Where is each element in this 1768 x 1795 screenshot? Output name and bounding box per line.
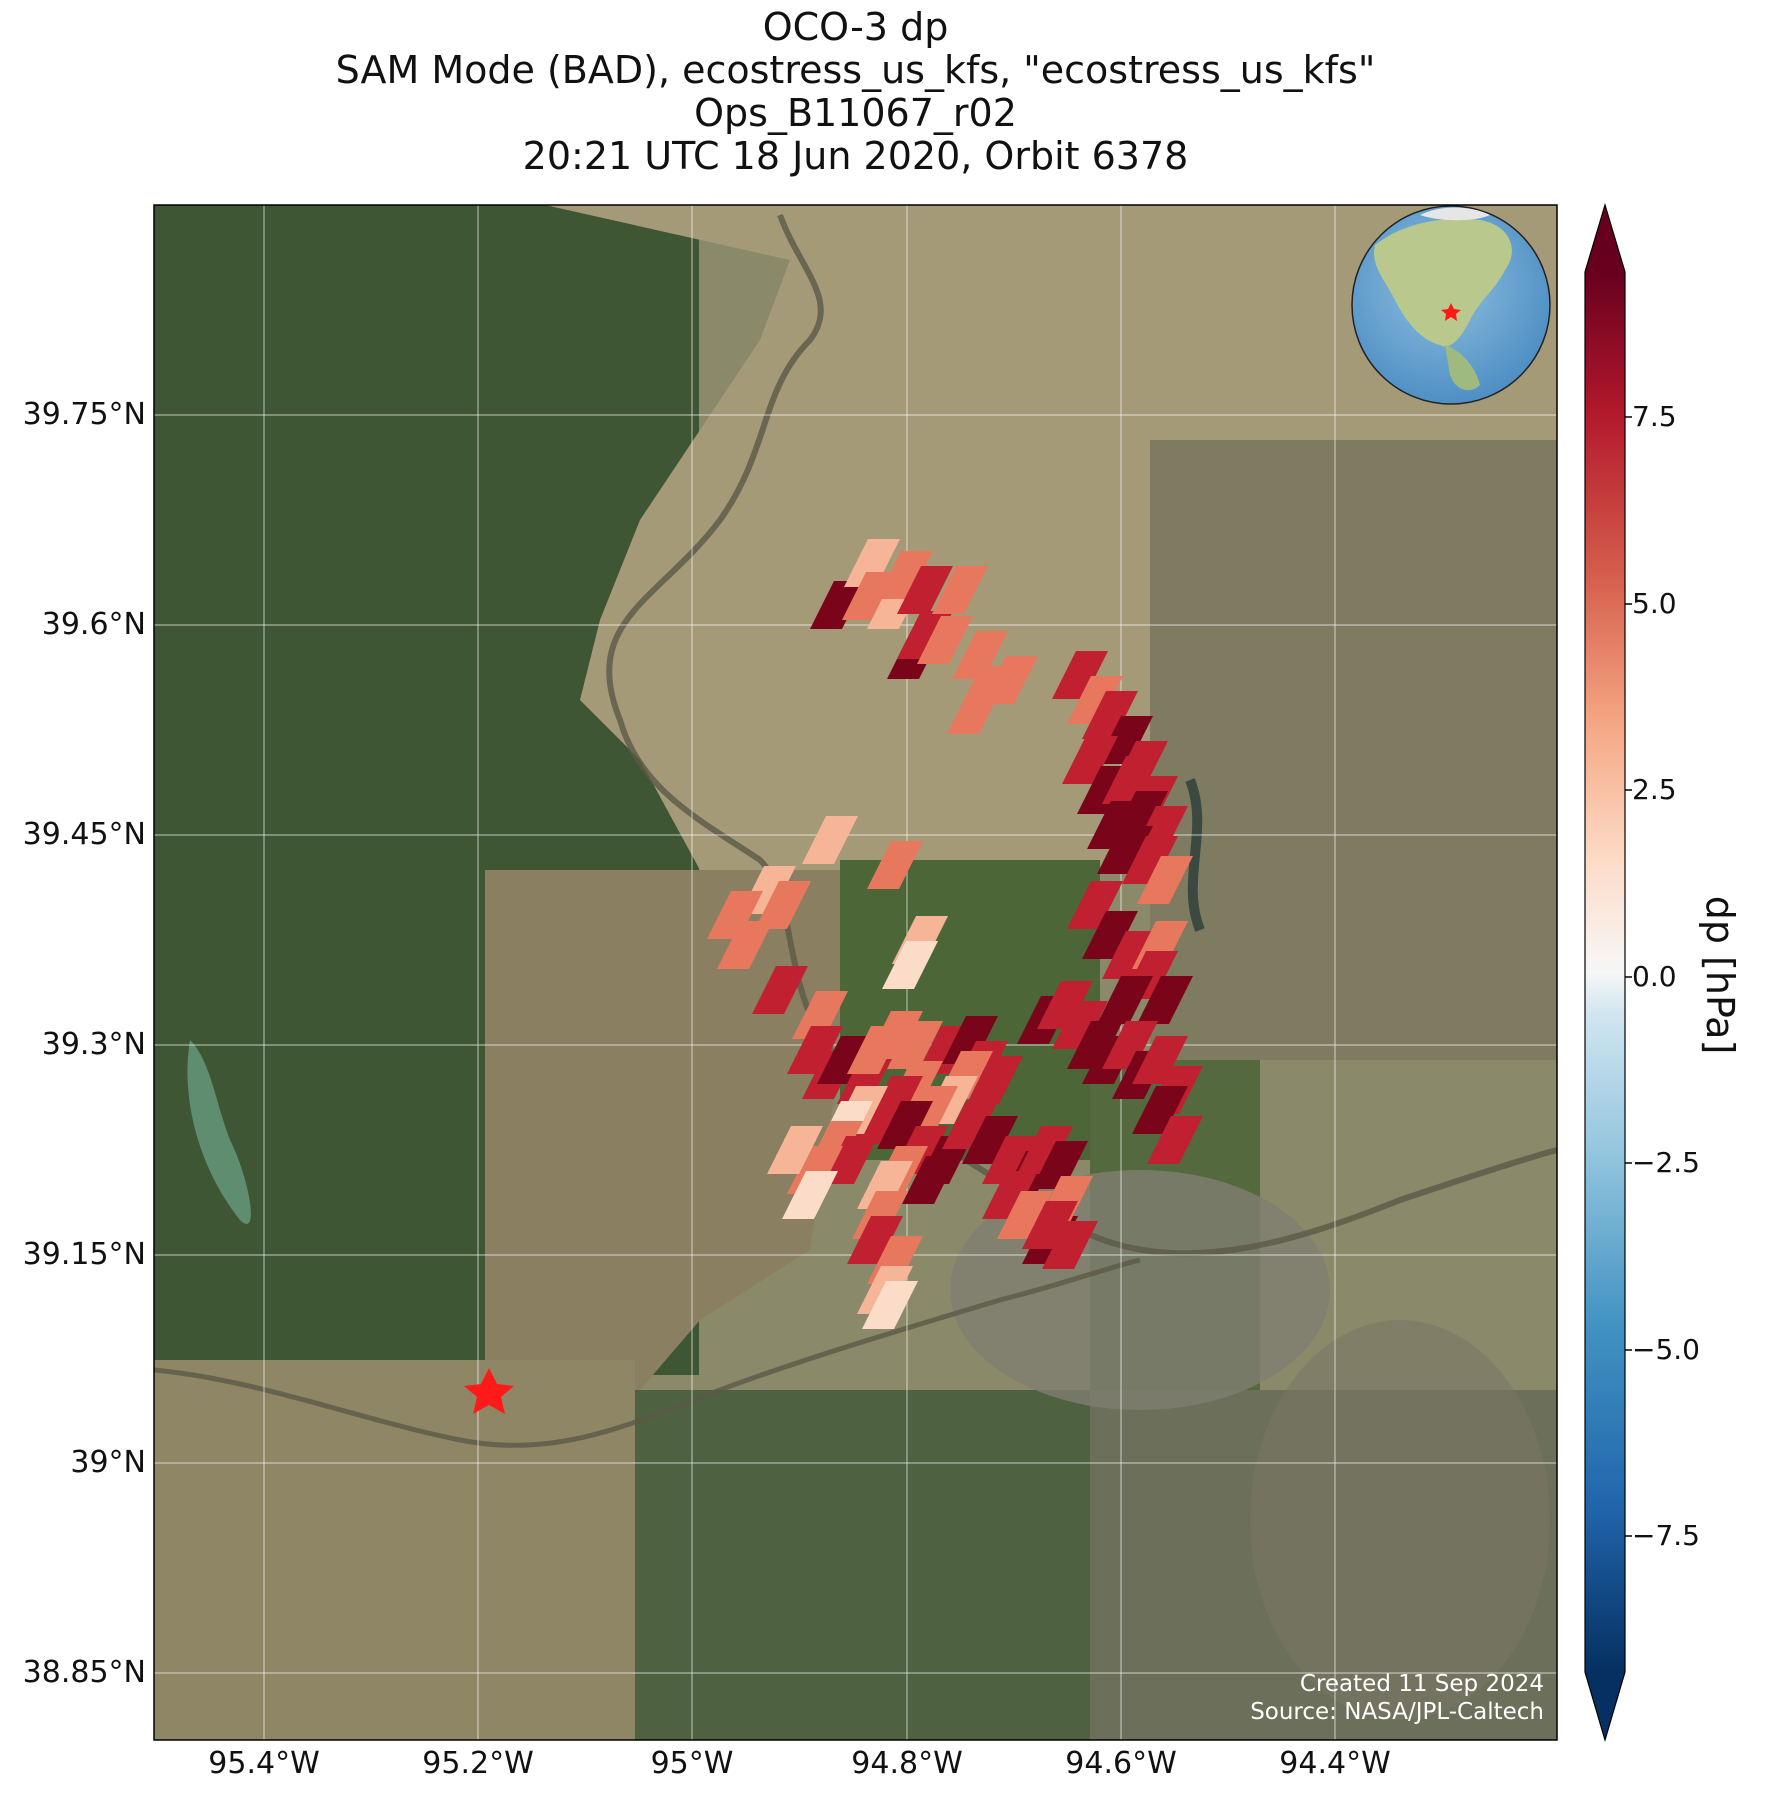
sounding-footprint <box>942 1016 998 1064</box>
title-line-4: 20:21 UTC 18 Jun 2020, Orbit 6378 <box>522 134 1189 178</box>
sounding-footprint <box>817 1036 873 1084</box>
sounding-footprint <box>867 1011 923 1059</box>
lat-tick-label: 39.45°N <box>22 817 146 852</box>
sounding-footprint <box>1067 1021 1123 1069</box>
sounding-footprint <box>787 1026 843 1074</box>
sounding-footprint <box>877 1101 933 1149</box>
inset-globe <box>1351 205 1551 405</box>
sounding-footprint <box>1122 836 1178 884</box>
lon-tick-label: 95.4°W <box>208 1746 320 1781</box>
colorbar-tick-label: −2.5 <box>1632 1146 1700 1179</box>
sounding-footprint <box>782 1171 838 1219</box>
colorbar-tick-label: 0.0 <box>1632 960 1677 993</box>
lat-tick-label: 39.6°N <box>41 607 146 642</box>
sounding-footprint <box>707 891 763 939</box>
sounding-footprint <box>755 881 811 929</box>
source-credit: Source: NASA/JPL-Caltech <box>1250 1699 1544 1725</box>
sounding-footprint <box>1022 1201 1078 1249</box>
colorbar-tick-label: −7.5 <box>1632 1519 1700 1552</box>
colorbar-tick-label: 5.0 <box>1632 587 1677 620</box>
sounding-footprint <box>752 966 808 1014</box>
lat-tick-label: 39.15°N <box>22 1237 146 1272</box>
sounding-footprint <box>897 566 953 614</box>
sounding-footprint <box>1102 931 1158 979</box>
lat-tick-label: 39°N <box>70 1445 146 1480</box>
colorbar-tick-label: 2.5 <box>1632 773 1677 806</box>
sounding-footprint <box>810 581 866 629</box>
sounding-footprint <box>1037 981 1093 1029</box>
sounding-footprint <box>887 1021 943 1069</box>
sounding-footprint <box>962 1116 1018 1164</box>
lon-tick-label: 95.2°W <box>422 1746 534 1781</box>
sounding-footprint <box>1017 1126 1073 1174</box>
map-frame <box>153 204 1558 1741</box>
sounding-footprint <box>1137 976 1193 1024</box>
sounding-footprint <box>1147 1116 1203 1164</box>
sounding-footprint <box>1052 651 1108 699</box>
sounding-footprint <box>1097 976 1153 1024</box>
sounding-footprint <box>947 686 1003 734</box>
sounding-footprint <box>1042 1221 1098 1269</box>
target-star-marker <box>464 1368 514 1414</box>
sounding-footprint <box>852 1096 908 1144</box>
colorbar-tick-label: −5.0 <box>1632 1333 1700 1366</box>
sounding-footprint <box>717 921 773 969</box>
lon-tick-label: 94.8°W <box>851 1746 963 1781</box>
sounding-footprint <box>1087 801 1143 849</box>
colorbar <box>1584 202 1632 1743</box>
lon-tick-label: 94.4°W <box>1279 1746 1391 1781</box>
title-line-3: Ops_B11067_r02 <box>694 91 1017 135</box>
inset-target-star <box>1441 303 1461 321</box>
sounding-footprint <box>1102 1021 1158 1069</box>
sounding-footprint <box>1067 676 1123 724</box>
sounding-footprint <box>792 991 848 1039</box>
lat-tick-label: 38.85°N <box>22 1655 146 1690</box>
lon-tick-label: 95°W <box>650 1746 734 1781</box>
colorbar-title: dp [hPa] <box>1698 895 1742 1055</box>
sounding-footprint <box>1067 881 1123 929</box>
sounding-footprint <box>767 1126 823 1174</box>
sounding-footprint <box>1102 756 1158 804</box>
sounding-footprint <box>917 616 973 664</box>
sounding-footprint <box>847 1216 903 1264</box>
lat-tick-label: 39.75°N <box>22 397 146 432</box>
sounding-footprint <box>952 631 1008 679</box>
sounding-footprint <box>842 572 898 620</box>
sounding-footprints <box>707 539 1203 1329</box>
title-line-1: OCO-3 dp <box>762 5 949 49</box>
basemap <box>154 205 1557 1740</box>
sounding-footprint <box>857 1161 913 1209</box>
sounding-footprint <box>1132 1036 1188 1084</box>
colorbar-tick-label: 7.5 <box>1632 400 1677 433</box>
lat-tick-label: 39.3°N <box>41 1027 146 1062</box>
sounding-footprint <box>1052 1001 1108 1049</box>
sounding-footprint <box>862 1281 918 1329</box>
sounding-footprint <box>882 941 938 989</box>
sounding-footprint <box>844 539 900 587</box>
sounding-footprint <box>942 1101 998 1149</box>
sounding-footprint <box>1137 856 1193 904</box>
gridlines <box>154 205 1557 1740</box>
sounding-footprint <box>1097 826 1153 874</box>
sounding-footprint <box>982 1136 1038 1184</box>
lon-tick-label: 94.6°W <box>1065 1746 1177 1781</box>
sounding-footprint <box>877 551 933 599</box>
created-credit: Created 11 Sep 2024 <box>1299 1671 1544 1697</box>
sounding-footprint <box>867 841 923 889</box>
sounding-footprint <box>932 566 988 614</box>
sounding-footprint <box>1082 911 1138 959</box>
title-line-2: SAM Mode (BAD), ecostress_us_kfs, "ecost… <box>335 48 1376 92</box>
sounding-footprint <box>1097 716 1153 764</box>
sounding-footprint <box>1032 1141 1088 1189</box>
sounding-footprint <box>1062 736 1118 784</box>
sounding-footprint <box>982 1171 1038 1219</box>
sounding-footprint <box>1082 691 1138 739</box>
sounding-footprint <box>802 816 858 864</box>
sounding-footprint <box>1132 1086 1188 1134</box>
sounding-footprint <box>967 1056 1023 1104</box>
sounding-footprint <box>997 1191 1053 1239</box>
